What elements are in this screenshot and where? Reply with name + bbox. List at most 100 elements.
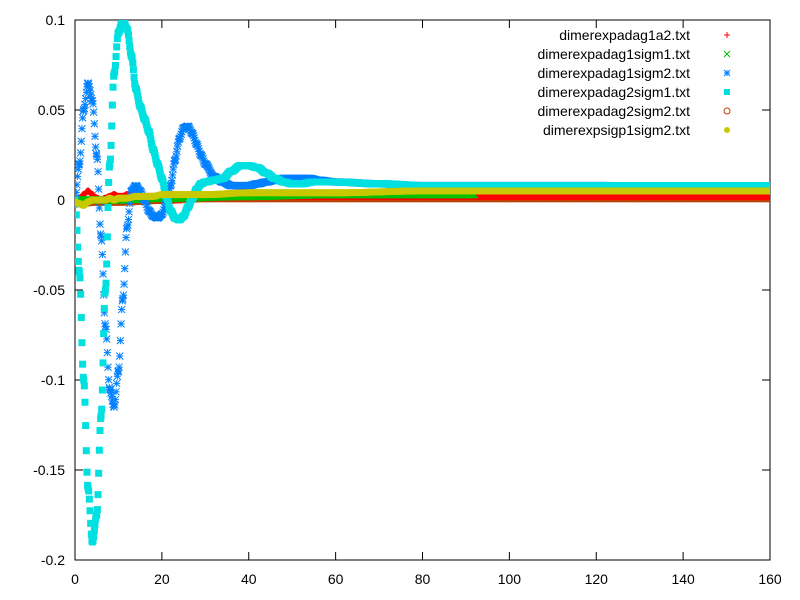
data-point xyxy=(130,73,138,81)
y-tick-label: -0.05 xyxy=(33,282,65,298)
x-tick-label: 80 xyxy=(415,571,431,587)
data-point xyxy=(104,204,112,212)
y-tick-label: -0.15 xyxy=(33,462,65,478)
data-point xyxy=(100,330,108,338)
data-point xyxy=(77,290,85,298)
data-point xyxy=(117,305,126,314)
data-point xyxy=(91,143,100,151)
data-point xyxy=(129,59,137,67)
data-point xyxy=(111,68,119,76)
data-point xyxy=(112,379,121,388)
data-point xyxy=(94,185,103,194)
data-point xyxy=(112,53,120,61)
data-point xyxy=(96,220,104,228)
data-point xyxy=(78,114,87,122)
data-point xyxy=(112,387,120,396)
data-point xyxy=(95,469,103,477)
x-tick-label: 60 xyxy=(328,571,344,587)
data-point xyxy=(77,314,85,322)
x-tick-label: 40 xyxy=(241,571,257,587)
data-point xyxy=(89,100,97,108)
data-point xyxy=(106,155,114,163)
data-point xyxy=(124,215,133,224)
data-point xyxy=(121,248,130,256)
data-point xyxy=(80,382,88,390)
x-tick-label: 0 xyxy=(71,571,79,587)
data-point xyxy=(120,264,129,273)
data-point xyxy=(115,352,124,361)
data-point xyxy=(103,348,112,357)
y-tick-label: 0.1 xyxy=(46,12,66,28)
data-point xyxy=(98,250,107,259)
x-tick-label: 140 xyxy=(671,571,695,587)
data-point xyxy=(108,122,116,130)
data-point xyxy=(122,233,130,242)
data-point xyxy=(120,280,128,289)
data-point xyxy=(89,108,98,116)
x-tick-label: 20 xyxy=(154,571,170,587)
data-point xyxy=(101,286,109,294)
data-point xyxy=(96,426,104,434)
data-point xyxy=(108,101,116,109)
data-point xyxy=(93,155,102,164)
data-point xyxy=(102,279,110,287)
data-point xyxy=(75,243,82,251)
data-point xyxy=(97,412,105,420)
data-point xyxy=(76,149,85,157)
data-point xyxy=(113,43,121,51)
data-point xyxy=(81,398,89,406)
data-point xyxy=(107,141,115,149)
data-point xyxy=(94,491,102,499)
data-point xyxy=(82,447,90,455)
data-point xyxy=(111,395,120,404)
series-layer xyxy=(75,20,770,546)
data-point xyxy=(85,495,93,503)
data-point xyxy=(129,66,137,74)
data-point xyxy=(77,137,86,146)
data-point xyxy=(78,339,86,347)
data-point xyxy=(116,336,125,345)
data-point xyxy=(103,233,111,241)
data-point xyxy=(95,204,104,212)
data-point xyxy=(99,270,107,278)
y-tick-label: 0 xyxy=(57,192,65,208)
data-point xyxy=(98,405,106,413)
x-axis: 0 20 40 60 80 100 120 140 160 xyxy=(71,20,782,587)
data-point xyxy=(103,260,111,268)
data-point xyxy=(90,119,99,128)
data-point xyxy=(82,422,90,430)
plot-frame xyxy=(74,19,771,561)
data-point xyxy=(78,124,86,133)
data-point xyxy=(91,132,99,141)
data-point xyxy=(94,167,102,176)
data-point xyxy=(75,188,81,197)
data-point xyxy=(125,36,133,44)
data-point xyxy=(98,386,106,394)
data-point xyxy=(86,507,94,515)
data-point xyxy=(85,487,93,495)
y-tick-label: -0.2 xyxy=(41,552,65,568)
data-point xyxy=(95,446,103,454)
data-point xyxy=(93,506,101,514)
y-tick-label: 0.05 xyxy=(38,102,65,118)
data-point xyxy=(79,360,87,368)
x-tick-label: 160 xyxy=(758,571,782,587)
data-point xyxy=(75,257,82,265)
data-point xyxy=(76,274,84,282)
data-point xyxy=(105,178,113,186)
x-tick-label: 100 xyxy=(498,571,522,587)
data-point xyxy=(117,320,125,328)
data-point xyxy=(75,211,80,219)
data-point xyxy=(90,527,98,535)
data-point xyxy=(109,83,117,91)
data-point xyxy=(115,363,123,371)
data-point xyxy=(104,375,113,384)
data-point xyxy=(119,291,128,299)
data-point xyxy=(125,207,133,216)
data-point xyxy=(111,61,119,69)
data-point xyxy=(99,359,107,367)
data-point xyxy=(100,304,108,312)
data-point xyxy=(83,468,91,476)
